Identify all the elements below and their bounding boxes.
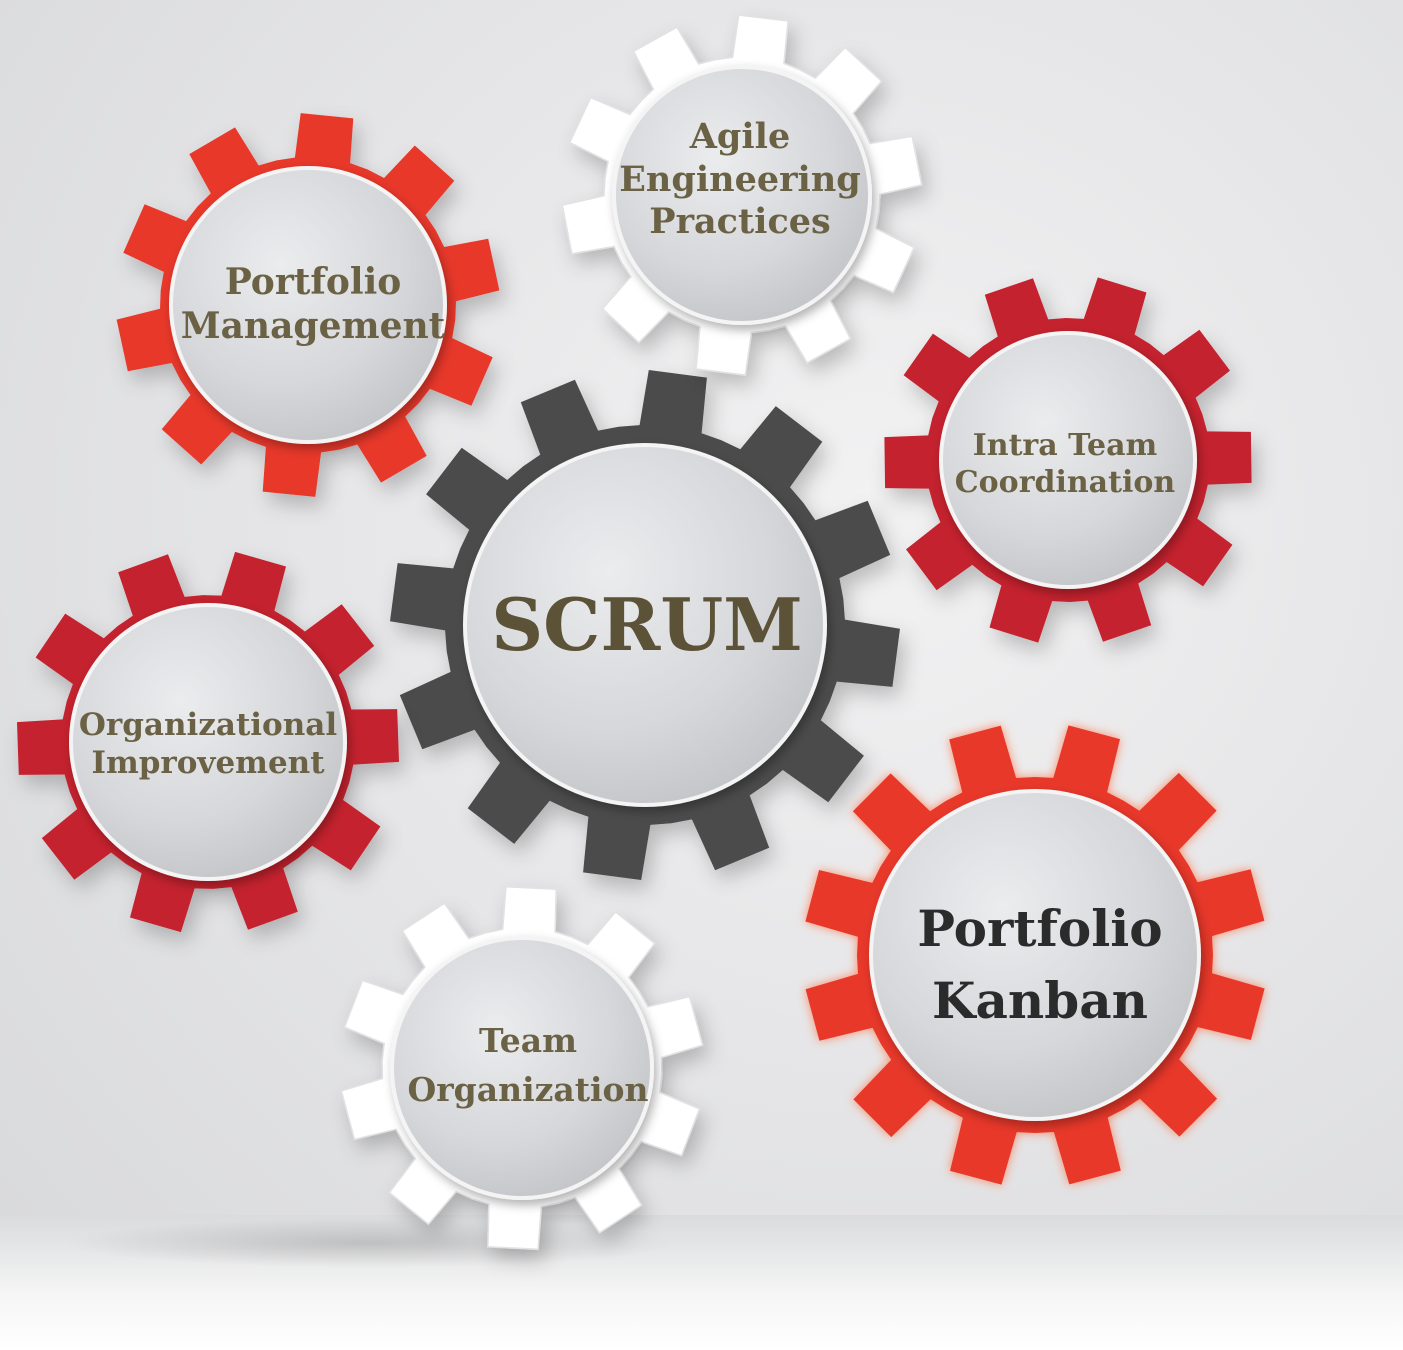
portfolio-management-label: Portfolio Management [168,245,458,365]
organizational-improvement-line-2: Improvement [91,745,325,781]
scrum-label: SCRUM [472,545,822,705]
agile-engineering-line-3: Practices [649,201,831,243]
gear-team-organization [340,885,704,1251]
intra-team-line-1: Intra Team [972,428,1158,464]
portfolio-kanban-line-1: Portfolio [917,898,1163,958]
gear-hub [73,607,343,877]
organizational-improvement-line-1: Organizational [78,707,338,744]
gear-hub [943,335,1193,585]
floor-shadow [60,1218,680,1268]
intra-team-coordination-label: Intra Team Coordination [940,410,1190,520]
gear-hub [873,793,1197,1117]
gear-portfolio-management [116,113,500,497]
gear-scrum [390,370,900,880]
agile-engineering-practices-label: Agile Engineering Practices [610,100,870,260]
floor-gradient [0,1215,1403,1350]
agile-engineering-line-2: Engineering [619,158,861,200]
portfolio-kanban-label: Portfolio Kanban [880,880,1200,1050]
intra-team-line-2: Coordination [954,465,1176,500]
team-organization-line-1: Team [478,1020,578,1060]
gear-hub [616,69,868,321]
portfolio-management-line-2: Management [180,305,446,347]
portfolio-management-line-1: Portfolio [224,261,402,304]
gear-agile-engineering-practices [561,14,923,376]
gear-hub [467,447,823,803]
team-organization-line-2: Organization [407,1070,649,1109]
gear-hub [173,170,443,440]
gear-portfolio-kanban [805,725,1265,1185]
organizational-improvement-label: Organizational Improvement [68,690,348,800]
portfolio-kanban-line-2: Kanban [932,971,1148,1030]
gear-hub [394,940,650,1196]
scrum-label-line: SCRUM [491,582,803,668]
gear-intra-team-coordination [884,277,1252,643]
team-organization-label: Team Organization [398,1010,658,1120]
agile-engineering-line-1: Agile [689,115,791,157]
gear-organizational-improvement [17,551,399,933]
